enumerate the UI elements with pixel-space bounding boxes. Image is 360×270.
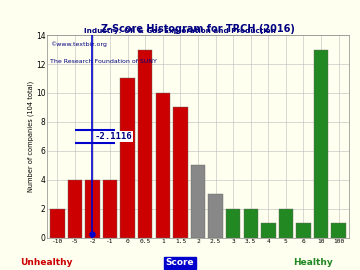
Bar — [68, 180, 82, 238]
Text: Unhealthy: Unhealthy — [21, 258, 73, 267]
Text: Healthy: Healthy — [293, 258, 333, 267]
Bar — [243, 209, 258, 238]
Bar — [138, 50, 153, 238]
Bar — [261, 223, 275, 238]
Bar — [279, 209, 293, 238]
Bar — [296, 223, 311, 238]
Title: Z-Score Histogram for TRCH (2016): Z-Score Histogram for TRCH (2016) — [101, 24, 295, 34]
Bar — [226, 209, 240, 238]
Text: ©www.textbiz.org: ©www.textbiz.org — [50, 41, 107, 47]
Y-axis label: Number of companies (104 total): Number of companies (104 total) — [28, 81, 35, 192]
Bar — [50, 209, 64, 238]
Bar — [332, 223, 346, 238]
Bar — [173, 107, 188, 238]
Bar — [208, 194, 223, 238]
Bar — [103, 180, 117, 238]
Bar — [191, 165, 205, 238]
Bar — [314, 50, 328, 238]
Text: The Research Foundation of SUNY: The Research Foundation of SUNY — [50, 59, 157, 65]
Bar — [121, 79, 135, 238]
Text: -2.1116: -2.1116 — [94, 132, 132, 141]
Text: Score: Score — [166, 258, 194, 267]
Text: Industry: Oil & Gas Exploration and Production: Industry: Oil & Gas Exploration and Prod… — [84, 28, 276, 34]
Bar — [156, 93, 170, 238]
Bar — [85, 180, 100, 238]
